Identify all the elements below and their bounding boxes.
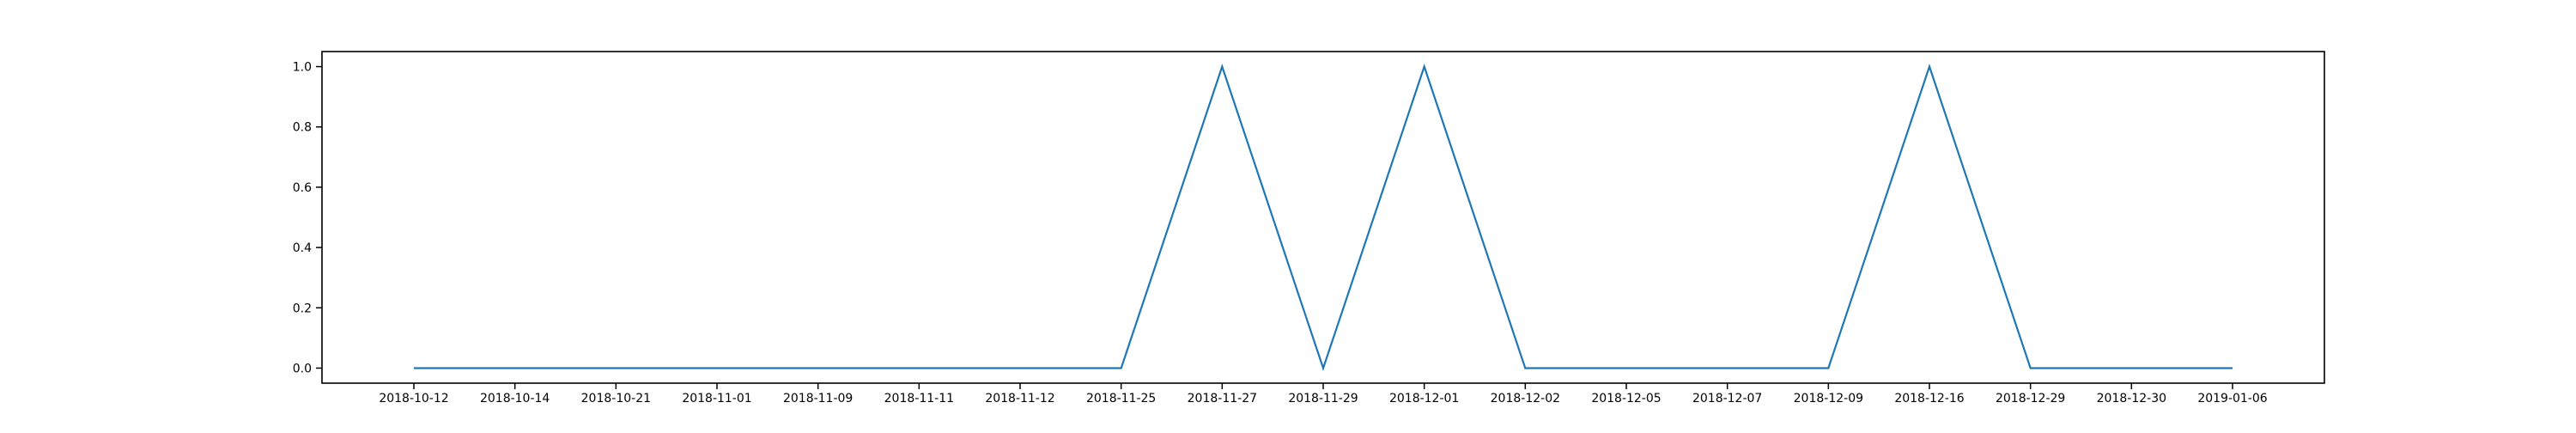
x-tick-label: 2018-10-21 [581, 392, 651, 406]
y-tick-label: 1.0 [293, 61, 312, 75]
x-tick-label: 2018-12-07 [1692, 392, 1762, 406]
x-axis-ticks: 2018-10-12 2018-10-14 2018-10-21 2018-11-01… [379, 383, 2268, 406]
x-tick-label: 2018-12-16 [1894, 392, 1964, 406]
x-tick-label: 2018-11-01 [682, 392, 751, 406]
x-tick-label: 2018-11-27 [1188, 392, 1257, 406]
x-tick-label: 2018-11-29 [1288, 392, 1358, 406]
x-tick-label: 2018-12-09 [1794, 392, 1863, 406]
plot-frame [321, 51, 2325, 384]
x-tick-label: 2018-12-29 [1996, 392, 2065, 406]
x-tick-label: 2018-10-14 [480, 392, 550, 406]
y-axis-ticks: 0.0 0.2 0.4 0.6 0.8 1.0 [293, 61, 322, 375]
x-tick-label: 2018-11-11 [884, 392, 954, 406]
y-tick-label: 0.6 [293, 181, 312, 195]
x-tick-label: 2018-11-25 [1086, 392, 1156, 406]
x-tick-label: 2018-11-09 [783, 392, 853, 406]
x-tick-label: 2018-11-12 [985, 392, 1054, 406]
x-tick-label: 2018-10-12 [379, 392, 448, 406]
y-tick-label: 0.2 [293, 302, 312, 315]
x-tick-label: 2018-12-02 [1491, 392, 1560, 406]
x-tick-label: 2018-12-05 [1591, 392, 1661, 406]
y-tick-label: 0.0 [293, 362, 312, 375]
series-layer [414, 64, 2233, 371]
x-tick-label: 2018-12-01 [1389, 392, 1459, 406]
y-tick-label: 0.4 [293, 241, 312, 255]
y-tick-label: 0.8 [293, 121, 312, 135]
series-line [414, 64, 2233, 371]
x-tick-label: 2018-12-30 [2097, 392, 2166, 406]
x-tick-label: 2019-01-06 [2197, 392, 2267, 406]
